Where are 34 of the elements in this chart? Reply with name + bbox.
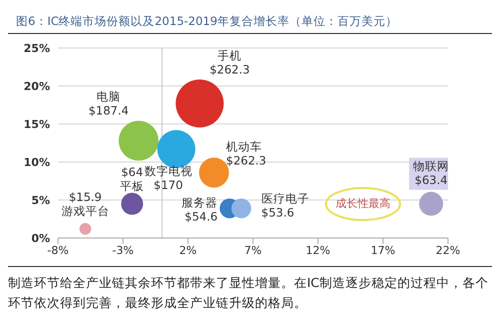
y-tick-label: 10% [24, 156, 50, 169]
text: 制造环节给全产业链其余环节都带来了显性增量。在IC制造逐步稳定的过程中，各个环节依次得到完善，最终形成全产业链升级的格局。 [8, 274, 490, 312]
annotation: $170 [154, 178, 183, 192]
y-tick-label: 0% [31, 232, 50, 245]
x-tick-label: -3% [112, 244, 134, 257]
annotation: $262.3 [210, 62, 250, 76]
annotation: $187.4 [88, 104, 129, 118]
y-tick-label: 25% [24, 42, 50, 55]
x-tick-label: 22% [436, 244, 460, 257]
y-tick-label: 15% [24, 118, 50, 131]
x-tick-label: 7% [244, 244, 262, 257]
y-tick-label: 5% [31, 194, 50, 207]
annotation: $63.4 [414, 172, 448, 187]
series-label: 电脑 [96, 90, 121, 104]
series-label: 机动车 [226, 140, 262, 154]
annotation: $53.6 [261, 205, 294, 220]
series-label: 医疗电子 [261, 191, 310, 206]
series-label: 手机 [218, 48, 242, 62]
x-tick-label: -8% [47, 244, 69, 257]
chart-title: 图6：IC终端市场份额以及2015-2019年复合增长率（单位：百万美元） [8, 8, 492, 34]
text: 物联网 [413, 158, 450, 173]
y-tick-label: 20% [24, 80, 50, 93]
series-label: 平板 [120, 178, 144, 193]
x-tick-label: 17% [370, 244, 396, 257]
series-label: 游戏平台 [61, 204, 110, 218]
annotation: $54.6 [184, 209, 218, 224]
annotation: 成长性最高 [334, 196, 392, 212]
series-label: 数字电视 [144, 164, 192, 178]
series-label: 服务器 [182, 195, 218, 210]
x-tick-label: 2% [179, 244, 197, 257]
x-tick-label: 12% [306, 244, 330, 257]
annotation: $262.3 [226, 154, 266, 168]
annotation: $64 [121, 164, 144, 179]
annotation: $15.9 [68, 190, 102, 204]
